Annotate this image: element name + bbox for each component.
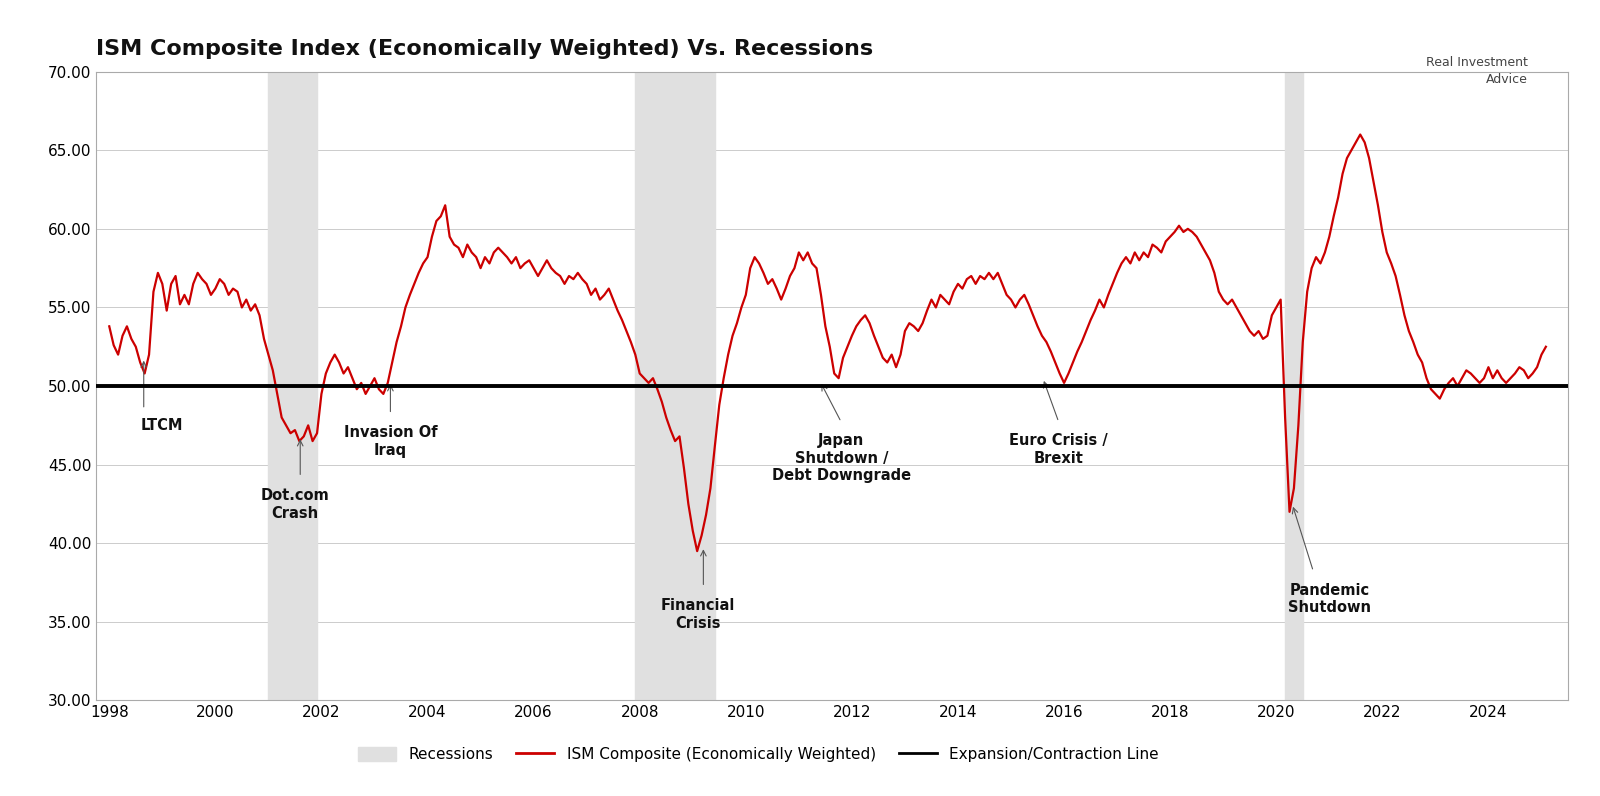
Bar	[269, 72, 317, 700]
Text: Dot.com
Crash: Dot.com Crash	[261, 488, 330, 521]
Bar	[635, 72, 715, 700]
Text: Financial
Crisis: Financial Crisis	[661, 599, 736, 630]
Legend: Recessions, ISM Composite (Economically Weighted), Expansion/Contraction Line: Recessions, ISM Composite (Economically …	[352, 741, 1165, 768]
Bar	[1285, 72, 1302, 700]
Text: Pandemic
Shutdown: Pandemic Shutdown	[1288, 583, 1371, 615]
Text: LTCM: LTCM	[141, 417, 184, 432]
Text: ISM Composite Index (Economically Weighted) Vs. Recessions: ISM Composite Index (Economically Weight…	[96, 39, 874, 59]
Text: Euro Crisis /
Brexit: Euro Crisis / Brexit	[1010, 433, 1109, 466]
Text: Japan
Shutdown /
Debt Downgrade: Japan Shutdown / Debt Downgrade	[771, 433, 910, 483]
Text: Invasion Of
Iraq: Invasion Of Iraq	[344, 425, 437, 458]
Text: Real Investment
Advice: Real Investment Advice	[1426, 56, 1528, 86]
